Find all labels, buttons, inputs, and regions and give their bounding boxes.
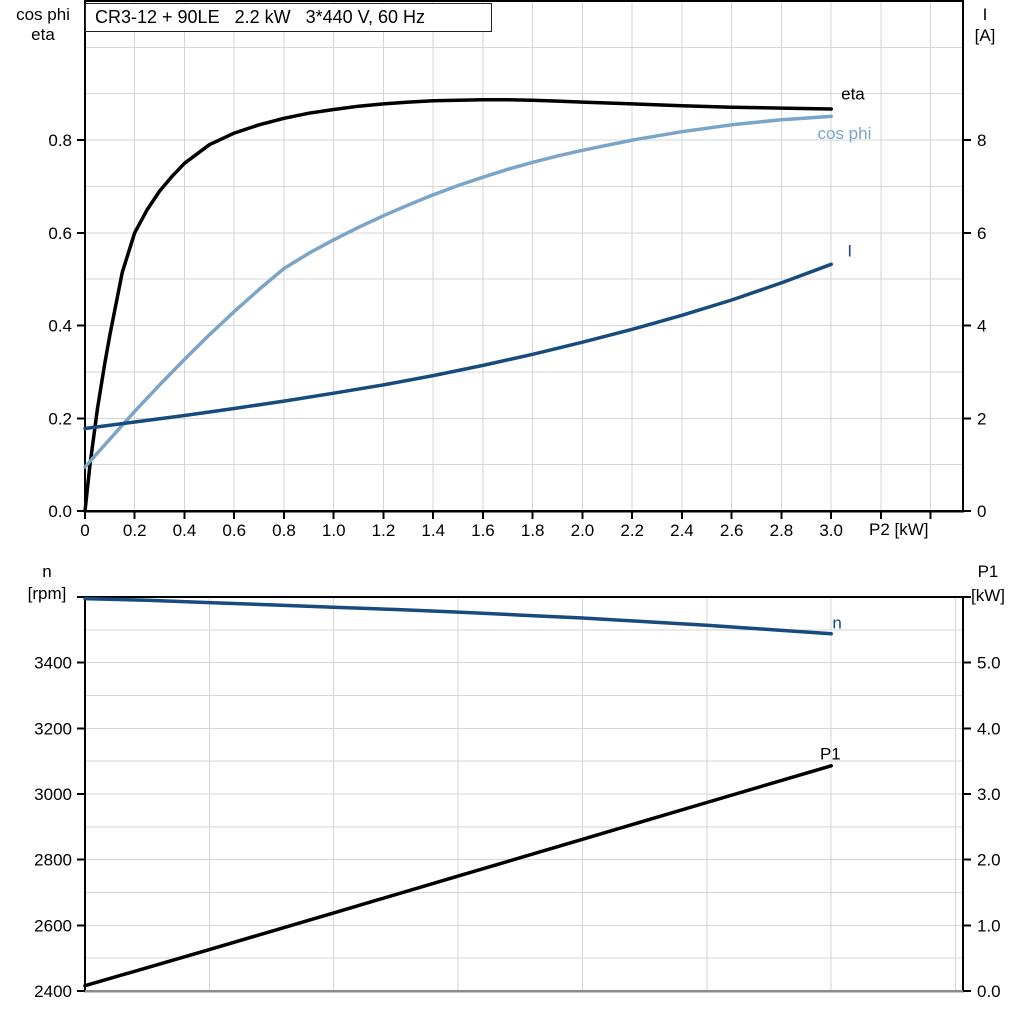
eta-curve <box>83 98 833 513</box>
y-right-tick-label: 0 <box>977 502 986 521</box>
y-right-tick-label: 2.0 <box>977 851 1001 870</box>
chart-title: CR3-12 + 90LE 2.2 kW 3*440 V, 60 Hz <box>95 7 426 27</box>
x-tick-label: 2.6 <box>720 521 744 540</box>
ticks <box>77 596 971 992</box>
y-left-tick-label: 0.2 <box>48 409 72 428</box>
ticks <box>77 139 971 519</box>
bottom-right-axis-label-line2: [kW] <box>971 586 1005 605</box>
bottom-chart-speed-power: 2400 2600 2800 3000 3200 3400 0.0 1.0 2.0 3.0 4.0 5… <box>34 596 1001 1001</box>
x-tick-label: 1.8 <box>521 521 545 540</box>
y-right-tick-label: 2 <box>977 409 986 428</box>
tick-labels: 0 0.2 0.4 0.6 0.8 1.0 1.2 1.4 1.6 1.8 2.0 2.2 2.4 2.6… <box>48 131 986 540</box>
y-left-tick-label: 0.0 <box>48 502 72 521</box>
x-tick-label: 1.6 <box>471 521 495 540</box>
top-right-axis-label-line1: I <box>982 5 988 24</box>
y-right-tick-label: 4 <box>977 317 986 336</box>
x-tick-label: 2.2 <box>620 521 644 540</box>
bottom-right-axis-label-line1: P1 <box>977 562 999 581</box>
x-tick-label: 2.8 <box>770 521 794 540</box>
y-right-tick-label: 6 <box>977 224 986 243</box>
y-left-tick-label: 2600 <box>34 916 72 935</box>
x-tick-label: 1.4 <box>421 521 445 540</box>
x-tick-label: 0.6 <box>222 521 246 540</box>
y-left-tick-label: 3400 <box>34 654 72 673</box>
y-left-tick-label: 2400 <box>34 982 72 1001</box>
y-left-tick-label: 3000 <box>34 785 72 804</box>
x-tick-label: 2.4 <box>670 521 694 540</box>
eta-curve-label: eta <box>841 85 865 104</box>
x-tick-label: 0 <box>80 521 89 540</box>
y-left-tick-label: 0.6 <box>48 224 72 243</box>
top-chart-eta-cosphi-current: 0 0.2 0.4 0.6 0.8 1.0 1.2 1.4 1.6 1.8 2.0 2.2 2.4 2.6… <box>48 0 986 540</box>
y-right-tick-label: 4.0 <box>977 719 1001 738</box>
y-right-tick-label: 0.0 <box>977 982 1001 1001</box>
x-tick-label: 0.4 <box>173 521 197 540</box>
P1-curve <box>83 764 833 988</box>
gridlines <box>85 1 963 511</box>
y-right-tick-label: 5.0 <box>977 654 1001 673</box>
x-axis-label: P2 [kW] <box>869 520 929 539</box>
title-box: CR3-12 + 90LE 2.2 kW 3*440 V, 60 Hz <box>85 3 492 32</box>
x-tick-label: 1.0 <box>322 521 346 540</box>
I-curve-label: I <box>847 241 852 260</box>
tick-labels: 2400 2600 2800 3000 3200 3400 0.0 1.0 2.0 3.0 4.0 5… <box>34 654 1000 1001</box>
x-tick-label: 0.8 <box>272 521 296 540</box>
x-tick-label: 3.0 <box>819 521 843 540</box>
x-tick-label: 1.2 <box>372 521 396 540</box>
x-tick-label: 2.0 <box>571 521 595 540</box>
bottom-left-axis-label-line2: [rpm] <box>27 584 67 603</box>
y-left-tick-label: 0.4 <box>48 317 72 336</box>
bottom-left-axis-label-line1: n <box>42 562 52 581</box>
top-left-axis-label-line1: cos phi <box>16 5 70 24</box>
y-right-tick-label: 3.0 <box>977 785 1001 804</box>
y-right-tick-label: 8 <box>977 131 986 150</box>
y-left-tick-label: 2800 <box>34 851 72 870</box>
x-tick-label: 0.2 <box>123 521 147 540</box>
y-left-tick-label: 3200 <box>34 719 72 738</box>
top-right-axis-label-line2: [A] <box>974 26 996 45</box>
y-right-tick-label: 1.0 <box>977 916 1001 935</box>
n-curve <box>83 596 833 636</box>
cos-phi-curve <box>83 114 833 469</box>
cos-phi-curve-label: cos phi <box>817 124 871 143</box>
y-left-tick-label: 0.8 <box>48 131 72 150</box>
n-curve-label: n <box>832 613 841 632</box>
P1-curve-label: P1 <box>820 744 841 763</box>
top-left-axis-label-line2: eta <box>31 25 55 44</box>
gridlines <box>85 597 963 991</box>
I-curve <box>83 262 833 431</box>
